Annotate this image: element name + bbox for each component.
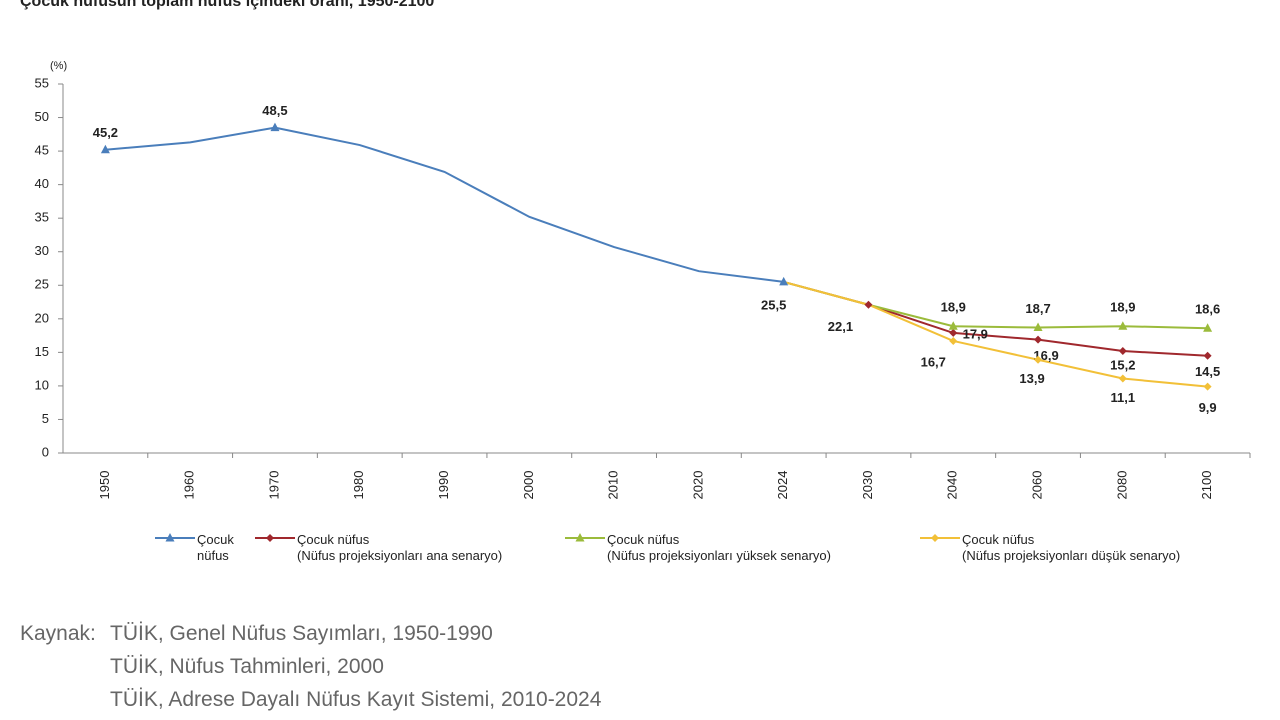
x-tick-label: 2040 <box>945 471 960 500</box>
value-label: 45,2 <box>93 125 118 140</box>
y-tick-label: 25 <box>35 277 49 292</box>
x-tick-label: 1990 <box>436 471 451 500</box>
y-tick-label: 45 <box>35 143 49 158</box>
legend-item: Çocuk nüfus <box>155 532 237 564</box>
x-tick-label: 1980 <box>351 471 366 500</box>
value-label: 17,9 <box>963 326 988 341</box>
data-marker <box>1034 355 1043 364</box>
legend-item: Çocuk nüfus (Nüfus projeksiyonları ana se… <box>255 532 502 564</box>
y-tick-label: 55 <box>35 75 49 90</box>
legend-swatch <box>565 533 605 542</box>
x-tick-label: 2030 <box>860 471 875 500</box>
value-label: 18,6 <box>1195 302 1220 317</box>
x-tick-label: 2024 <box>775 471 790 500</box>
data-marker <box>100 144 110 154</box>
legend-label: Çocuk nüfus <box>197 532 234 563</box>
chart: Çocuk nüfusun toplam nüfus içindeki oran… <box>20 0 1251 500</box>
x-tick-label: 1960 <box>182 471 197 500</box>
x-tick-label: 2000 <box>521 471 536 500</box>
value-label: 14,5 <box>1195 364 1220 379</box>
source-line: TÜİK, Adrese Dayalı Nüfus Kayıt Sistemi,… <box>110 688 602 711</box>
legend-swatch <box>155 533 195 542</box>
y-tick-label: 30 <box>35 243 49 258</box>
legend-sublabel: (Nüfus projeksiyonları yüksek senaryo) <box>607 548 831 563</box>
data-marker <box>1203 382 1212 391</box>
x-tick-label: 1950 <box>97 471 112 500</box>
x-tick-label: 2020 <box>690 471 705 500</box>
data-marker <box>1034 335 1043 344</box>
legend-sublabel: (Nüfus projeksiyonları ana senaryo) <box>297 548 503 563</box>
legend-item: Çocuk nüfus (Nüfus projeksiyonları yüksek… <box>565 532 831 564</box>
x-tick-label: 2100 <box>1199 471 1214 500</box>
legend-marker <box>575 533 585 542</box>
data-marker <box>779 276 789 286</box>
legend-label: Çocuk nüfus <box>962 532 1035 547</box>
data-marker <box>1118 347 1127 356</box>
value-label: 16,7 <box>921 354 946 369</box>
series-line <box>783 280 1208 388</box>
legend-marker <box>931 534 939 542</box>
source-line: TÜİK, Genel Nüfus Sayımları, 1950-1990 <box>110 622 493 645</box>
source-line: TÜİK, Nüfus Tahminleri, 2000 <box>110 655 384 678</box>
value-label: 18,7 <box>1025 301 1050 316</box>
value-label: 25,5 <box>761 297 786 312</box>
legend-marker <box>266 534 274 542</box>
legend-swatch <box>255 534 295 542</box>
value-label: 11,1 <box>1111 390 1136 405</box>
data-marker <box>949 336 958 345</box>
value-label: 22,1 <box>828 319 853 334</box>
data-marker <box>1118 374 1127 383</box>
legend-marker <box>165 533 175 542</box>
data-marker <box>1203 323 1213 332</box>
value-label: 48,5 <box>262 103 287 118</box>
y-tick-label: 10 <box>35 377 49 392</box>
series-line <box>105 126 784 283</box>
legend-label: Çocuk nüfus <box>607 532 680 547</box>
chart-title: Çocuk nüfusun toplam nüfus içindeki oran… <box>20 0 434 10</box>
data-marker <box>1118 321 1128 330</box>
legend-sublabel: (Nüfus projeksiyonları düşük senaryo) <box>962 548 1181 563</box>
y-tick-label: 35 <box>35 210 49 225</box>
source-label: Kaynak: <box>20 622 96 645</box>
data-marker <box>270 122 280 132</box>
legend-swatch <box>920 534 960 542</box>
value-label: 18,9 <box>1110 300 1135 315</box>
y-tick-label: 50 <box>35 109 49 124</box>
value-label: 13,9 <box>1019 371 1044 386</box>
y-tick-label: 0 <box>42 444 49 459</box>
value-label: 9,9 <box>1199 400 1217 415</box>
x-tick-label: 2060 <box>1029 471 1044 500</box>
x-tick-label: 2010 <box>606 471 621 500</box>
y-tick-label: 15 <box>35 344 49 359</box>
data-marker <box>949 328 958 337</box>
y-axis-label: (%) <box>50 60 67 72</box>
x-tick-label: 2080 <box>1114 471 1129 500</box>
legend-label: Çocuk nüfus <box>297 532 370 547</box>
data-marker <box>948 321 958 330</box>
y-tick-label: 40 <box>35 176 49 191</box>
legend-item: Çocuk nüfus (Nüfus projeksiyonları düşük … <box>920 532 1180 564</box>
data-marker <box>864 300 873 309</box>
value-label: 18,9 <box>941 300 966 315</box>
value-label: 15,2 <box>1110 357 1135 372</box>
y-tick-label: 5 <box>42 411 49 426</box>
x-tick-label: 1970 <box>266 471 281 500</box>
data-marker <box>1203 351 1212 360</box>
y-tick-label: 20 <box>35 310 49 325</box>
data-marker <box>1033 322 1043 332</box>
